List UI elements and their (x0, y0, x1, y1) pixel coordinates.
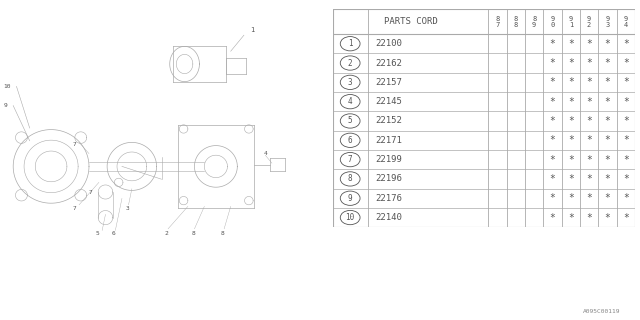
Text: *: * (586, 77, 592, 87)
Text: 8
9: 8 9 (532, 15, 536, 28)
Text: *: * (623, 155, 628, 164)
Text: 8
8: 8 8 (514, 15, 518, 28)
Text: *: * (550, 155, 556, 164)
Text: 3: 3 (125, 205, 129, 211)
Text: *: * (568, 193, 573, 203)
Text: *: * (604, 135, 611, 145)
Text: *: * (604, 39, 611, 49)
Text: 9
4: 9 4 (623, 15, 628, 28)
Text: 9: 9 (3, 103, 7, 108)
Text: 5: 5 (348, 116, 353, 125)
Text: 22176: 22176 (375, 194, 402, 203)
Text: *: * (568, 77, 573, 87)
Text: *: * (604, 58, 611, 68)
Text: 8: 8 (191, 231, 195, 236)
Text: *: * (586, 39, 592, 49)
Text: 22145: 22145 (375, 97, 402, 106)
Text: 10: 10 (346, 213, 355, 222)
Text: 7: 7 (348, 155, 353, 164)
Text: A095C00119: A095C00119 (583, 308, 621, 314)
Text: *: * (568, 212, 573, 222)
Text: *: * (568, 58, 573, 68)
Text: *: * (550, 116, 556, 126)
Text: 5: 5 (95, 231, 99, 236)
Text: 9
0: 9 0 (550, 15, 555, 28)
Text: 8: 8 (221, 231, 225, 236)
Text: 9
3: 9 3 (605, 15, 609, 28)
Text: *: * (550, 212, 556, 222)
Text: *: * (604, 193, 611, 203)
Text: 2: 2 (348, 59, 353, 68)
Text: 7: 7 (72, 205, 76, 211)
Text: *: * (586, 116, 592, 126)
Text: 9: 9 (348, 194, 353, 203)
Text: *: * (550, 135, 556, 145)
Text: *: * (550, 97, 556, 107)
Text: *: * (623, 193, 628, 203)
Text: 9
2: 9 2 (587, 15, 591, 28)
Text: *: * (604, 116, 611, 126)
Text: *: * (568, 39, 573, 49)
Text: *: * (623, 39, 628, 49)
Text: 8: 8 (348, 174, 353, 183)
Text: *: * (604, 212, 611, 222)
Text: *: * (550, 174, 556, 184)
Text: *: * (568, 97, 573, 107)
Text: 3: 3 (348, 78, 353, 87)
Text: 7: 7 (89, 189, 93, 195)
Text: 22199: 22199 (375, 155, 402, 164)
Text: *: * (604, 174, 611, 184)
Text: 22152: 22152 (375, 116, 402, 125)
Text: 4: 4 (348, 97, 353, 106)
Text: *: * (623, 135, 628, 145)
Text: *: * (623, 77, 628, 87)
Text: *: * (604, 155, 611, 164)
Text: *: * (623, 174, 628, 184)
Text: *: * (586, 174, 592, 184)
Text: *: * (550, 58, 556, 68)
Text: *: * (604, 77, 611, 87)
Text: 9
1: 9 1 (569, 15, 573, 28)
Text: 6: 6 (112, 231, 116, 236)
Text: PARTS CORD: PARTS CORD (384, 17, 438, 26)
Text: *: * (586, 97, 592, 107)
Text: *: * (550, 39, 556, 49)
Text: *: * (586, 155, 592, 164)
Text: 22100: 22100 (375, 39, 402, 48)
Text: 22157: 22157 (375, 78, 402, 87)
Text: *: * (586, 58, 592, 68)
Text: *: * (550, 77, 556, 87)
Text: *: * (586, 212, 592, 222)
Text: 1: 1 (348, 39, 353, 48)
Text: *: * (623, 97, 628, 107)
Text: *: * (568, 155, 573, 164)
Text: 22196: 22196 (375, 174, 402, 183)
Text: *: * (568, 135, 573, 145)
Text: 10: 10 (3, 84, 11, 89)
Text: *: * (586, 193, 592, 203)
Text: *: * (568, 116, 573, 126)
Text: 22171: 22171 (375, 136, 402, 145)
Text: 22140: 22140 (375, 213, 402, 222)
Text: 6: 6 (348, 136, 353, 145)
Text: 4: 4 (264, 151, 268, 156)
Text: *: * (568, 174, 573, 184)
Text: *: * (623, 58, 628, 68)
Text: *: * (623, 116, 628, 126)
Text: 7: 7 (72, 141, 76, 147)
Text: 1: 1 (250, 27, 255, 33)
Text: 2: 2 (165, 231, 168, 236)
Text: *: * (550, 193, 556, 203)
Text: 8
7: 8 7 (495, 15, 500, 28)
Text: *: * (623, 212, 628, 222)
Text: 22162: 22162 (375, 59, 402, 68)
Text: *: * (586, 135, 592, 145)
Text: *: * (604, 97, 611, 107)
